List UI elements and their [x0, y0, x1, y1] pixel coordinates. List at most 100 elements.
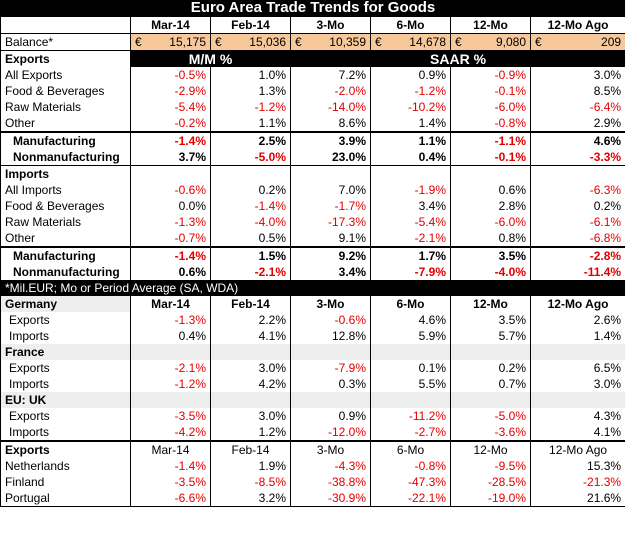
- data-cell: -2.7%: [370, 424, 451, 441]
- currency-symbol: €: [455, 35, 462, 49]
- data-cell: -3.5%: [130, 408, 211, 424]
- empty-cell: [450, 344, 531, 360]
- column-header: Mar-14: [130, 296, 211, 312]
- data-cell: 4.6%: [370, 312, 451, 328]
- data-cell: -17.3%: [290, 214, 371, 230]
- manufacturing-row: Manufacturing -1.4% 1.5% 9.2% 1.7% 3.5% -2.8%: [0, 246, 625, 264]
- empty-cell: [290, 344, 371, 360]
- data-cell: 0.7%: [450, 376, 531, 392]
- data-cell: -3.6%: [450, 424, 531, 441]
- nonmanufacturing-row: Nonmanufacturing 3.7% -5.0% 23.0% 0.4% -0.1% -…: [0, 149, 625, 166]
- data-cell: -12.0%: [290, 424, 371, 441]
- data-cell: 0.6%: [130, 264, 211, 280]
- data-cell: 1.1%: [210, 115, 291, 132]
- data-cell: -4.2%: [130, 424, 211, 441]
- nonmanufacturing-row: Nonmanufacturing 0.6% -2.1% 3.4% -7.9% -4.0% -…: [0, 264, 625, 280]
- data-cell: -9.5%: [450, 458, 531, 474]
- mm-label: M/M %: [130, 50, 291, 67]
- data-cell: 0.2%: [210, 182, 291, 198]
- table-row: Finland -3.5% -8.5% -38.8% -47.3% -28.5% -21.3…: [0, 474, 625, 490]
- row-label: Other: [0, 230, 131, 247]
- data-cell: 3.5%: [450, 312, 531, 328]
- table-row: All Imports -0.6% 0.2% 7.0% -1.9% 0.6% -6.3%: [0, 182, 625, 198]
- data-cell: -1.4%: [130, 458, 211, 474]
- data-cell: -4.3%: [290, 458, 371, 474]
- data-cell: 1.5%: [210, 246, 291, 264]
- section-label: Imports: [0, 165, 131, 182]
- data-cell: 1.4%: [370, 115, 451, 132]
- data-cell: 9.1%: [290, 230, 371, 247]
- currency-symbol: €: [375, 35, 382, 49]
- data-cell: -22.1%: [370, 490, 451, 507]
- empty-cell: [450, 165, 531, 182]
- data-cell: 15.3%: [529, 458, 625, 474]
- balance-amount: 209: [601, 35, 622, 49]
- data-cell: -1.4%: [130, 131, 211, 149]
- row-label: Imports: [0, 328, 131, 344]
- data-cell: 0.0%: [130, 198, 211, 214]
- column-header: 12-Mo Ago: [529, 440, 625, 458]
- data-cell: 3.5%: [450, 246, 531, 264]
- row-label: Food & Beverages: [0, 198, 131, 214]
- data-cell: -2.1%: [370, 230, 451, 247]
- table-row: Imports 0.4% 4.1% 12.8% 5.9% 5.7% 1.4%: [0, 328, 625, 344]
- section-header: Imports: [0, 165, 625, 182]
- data-cell: -2.1%: [130, 360, 211, 376]
- column-header: 12-Mo: [450, 296, 531, 312]
- data-cell: 1.4%: [529, 328, 625, 344]
- balance-value: €14,678: [370, 33, 451, 51]
- empty-cell: [529, 165, 625, 182]
- row-label: Nonmanufacturing: [0, 264, 131, 280]
- column-header: 6-Mo: [370, 440, 451, 458]
- data-cell: 3.9%: [290, 131, 371, 149]
- data-cell: -3.5%: [130, 474, 211, 490]
- data-cell: 1.9%: [210, 458, 291, 474]
- footnote-row: *Mil.EUR; Mo or Period Average (SA, WDA): [0, 280, 625, 296]
- country-name: EU: UK: [0, 392, 131, 408]
- balance-value: €10,359: [290, 33, 371, 51]
- data-cell: -6.6%: [130, 490, 211, 507]
- empty-cell: [450, 392, 531, 408]
- empty-cell: [370, 392, 451, 408]
- data-cell: -2.8%: [529, 246, 625, 264]
- data-cell: 1.1%: [370, 131, 451, 149]
- empty-cell: [210, 165, 291, 182]
- row-label: Raw Materials: [0, 99, 131, 115]
- data-cell: -0.2%: [130, 115, 211, 132]
- data-cell: 1.0%: [210, 67, 291, 83]
- balance-amount: 10,359: [329, 35, 366, 49]
- row-label: Manufacturing: [0, 131, 131, 149]
- row-label: All Imports: [0, 182, 131, 198]
- empty-cell: [290, 392, 371, 408]
- data-cell: 4.1%: [529, 424, 625, 441]
- table-row: Food & Beverages 0.0% -1.4% -1.7% 3.4% 2.8% 0.…: [0, 198, 625, 214]
- data-cell: -19.0%: [450, 490, 531, 507]
- column-header: 3-Mo: [290, 16, 371, 34]
- section-header: Exports M/M % SAAR %: [0, 50, 625, 67]
- row-label: Netherlands: [0, 458, 131, 474]
- country-header: France: [0, 344, 625, 360]
- data-cell: -10.2%: [370, 99, 451, 115]
- row-label: Imports: [0, 376, 131, 392]
- row-label: All Exports: [0, 67, 131, 83]
- data-cell: -4.0%: [210, 214, 291, 230]
- currency-symbol: €: [295, 35, 302, 49]
- row-label: Exports: [0, 408, 131, 424]
- data-cell: -1.2%: [130, 376, 211, 392]
- empty-cell: [529, 344, 625, 360]
- column-header: Feb-14: [210, 16, 291, 34]
- table-row: Exports -2.1% 3.0% -7.9% 0.1% 0.2% 6.5%: [0, 360, 625, 376]
- data-cell: -1.4%: [210, 198, 291, 214]
- data-cell: 0.4%: [130, 328, 211, 344]
- data-cell: -3.3%: [529, 149, 625, 166]
- table-row: Exports -3.5% 3.0% 0.9% -11.2% -5.0% 4.3%: [0, 408, 625, 424]
- balance-value: €15,036: [210, 33, 291, 51]
- row-label: Imports: [0, 424, 131, 441]
- column-header: Feb-14: [210, 440, 291, 458]
- data-cell: 4.1%: [210, 328, 291, 344]
- table-row: Other -0.7% 0.5% 9.1% -2.1% 0.8% -6.8%: [0, 230, 625, 247]
- data-cell: -5.0%: [450, 408, 531, 424]
- data-cell: -6.0%: [450, 214, 531, 230]
- balance-amount: 15,036: [249, 35, 286, 49]
- data-cell: -2.0%: [290, 83, 371, 99]
